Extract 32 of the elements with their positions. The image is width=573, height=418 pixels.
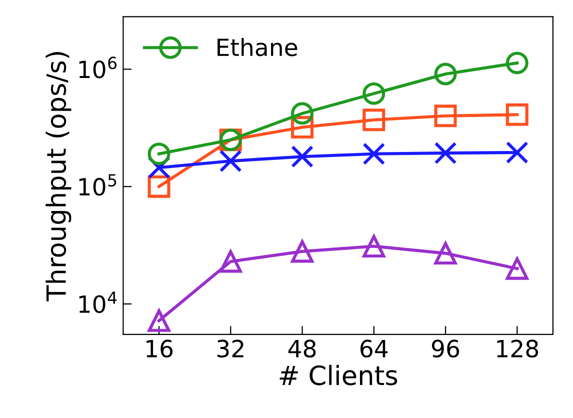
x-tick-label: 96 bbox=[432, 340, 460, 358]
point bbox=[291, 145, 314, 168]
point bbox=[148, 175, 170, 198]
x-tick-label: 64 bbox=[360, 340, 388, 358]
x-tick-label: 128 bbox=[497, 340, 538, 358]
point bbox=[362, 142, 386, 166]
point bbox=[434, 104, 457, 128]
y-tick-label: 10$^{5}$ bbox=[79, 174, 116, 196]
x-tick-label: 32 bbox=[217, 340, 244, 358]
point bbox=[362, 82, 386, 105]
point bbox=[362, 108, 386, 132]
x-axis-title: # Clients bbox=[280, 364, 398, 386]
x-tick-label: 16 bbox=[146, 340, 173, 358]
y-axis-title: Throughput (ops/s) bbox=[46, 52, 72, 302]
point bbox=[434, 62, 457, 86]
point bbox=[148, 309, 170, 332]
y-tick-label: 10$^{6}$ bbox=[79, 56, 117, 78]
point bbox=[506, 257, 528, 280]
point bbox=[506, 141, 528, 164]
point bbox=[219, 250, 242, 273]
x-tick-label: 48 bbox=[288, 340, 316, 358]
point bbox=[148, 142, 170, 166]
point bbox=[506, 103, 528, 126]
point bbox=[219, 150, 242, 172]
point bbox=[434, 142, 457, 164]
point bbox=[291, 240, 314, 263]
point bbox=[362, 235, 386, 258]
point bbox=[434, 242, 457, 265]
legend-label: Ethane bbox=[218, 38, 298, 56]
point bbox=[291, 102, 314, 125]
point bbox=[506, 52, 528, 74]
y-tick-label: 10$^{4}$ bbox=[79, 292, 117, 314]
